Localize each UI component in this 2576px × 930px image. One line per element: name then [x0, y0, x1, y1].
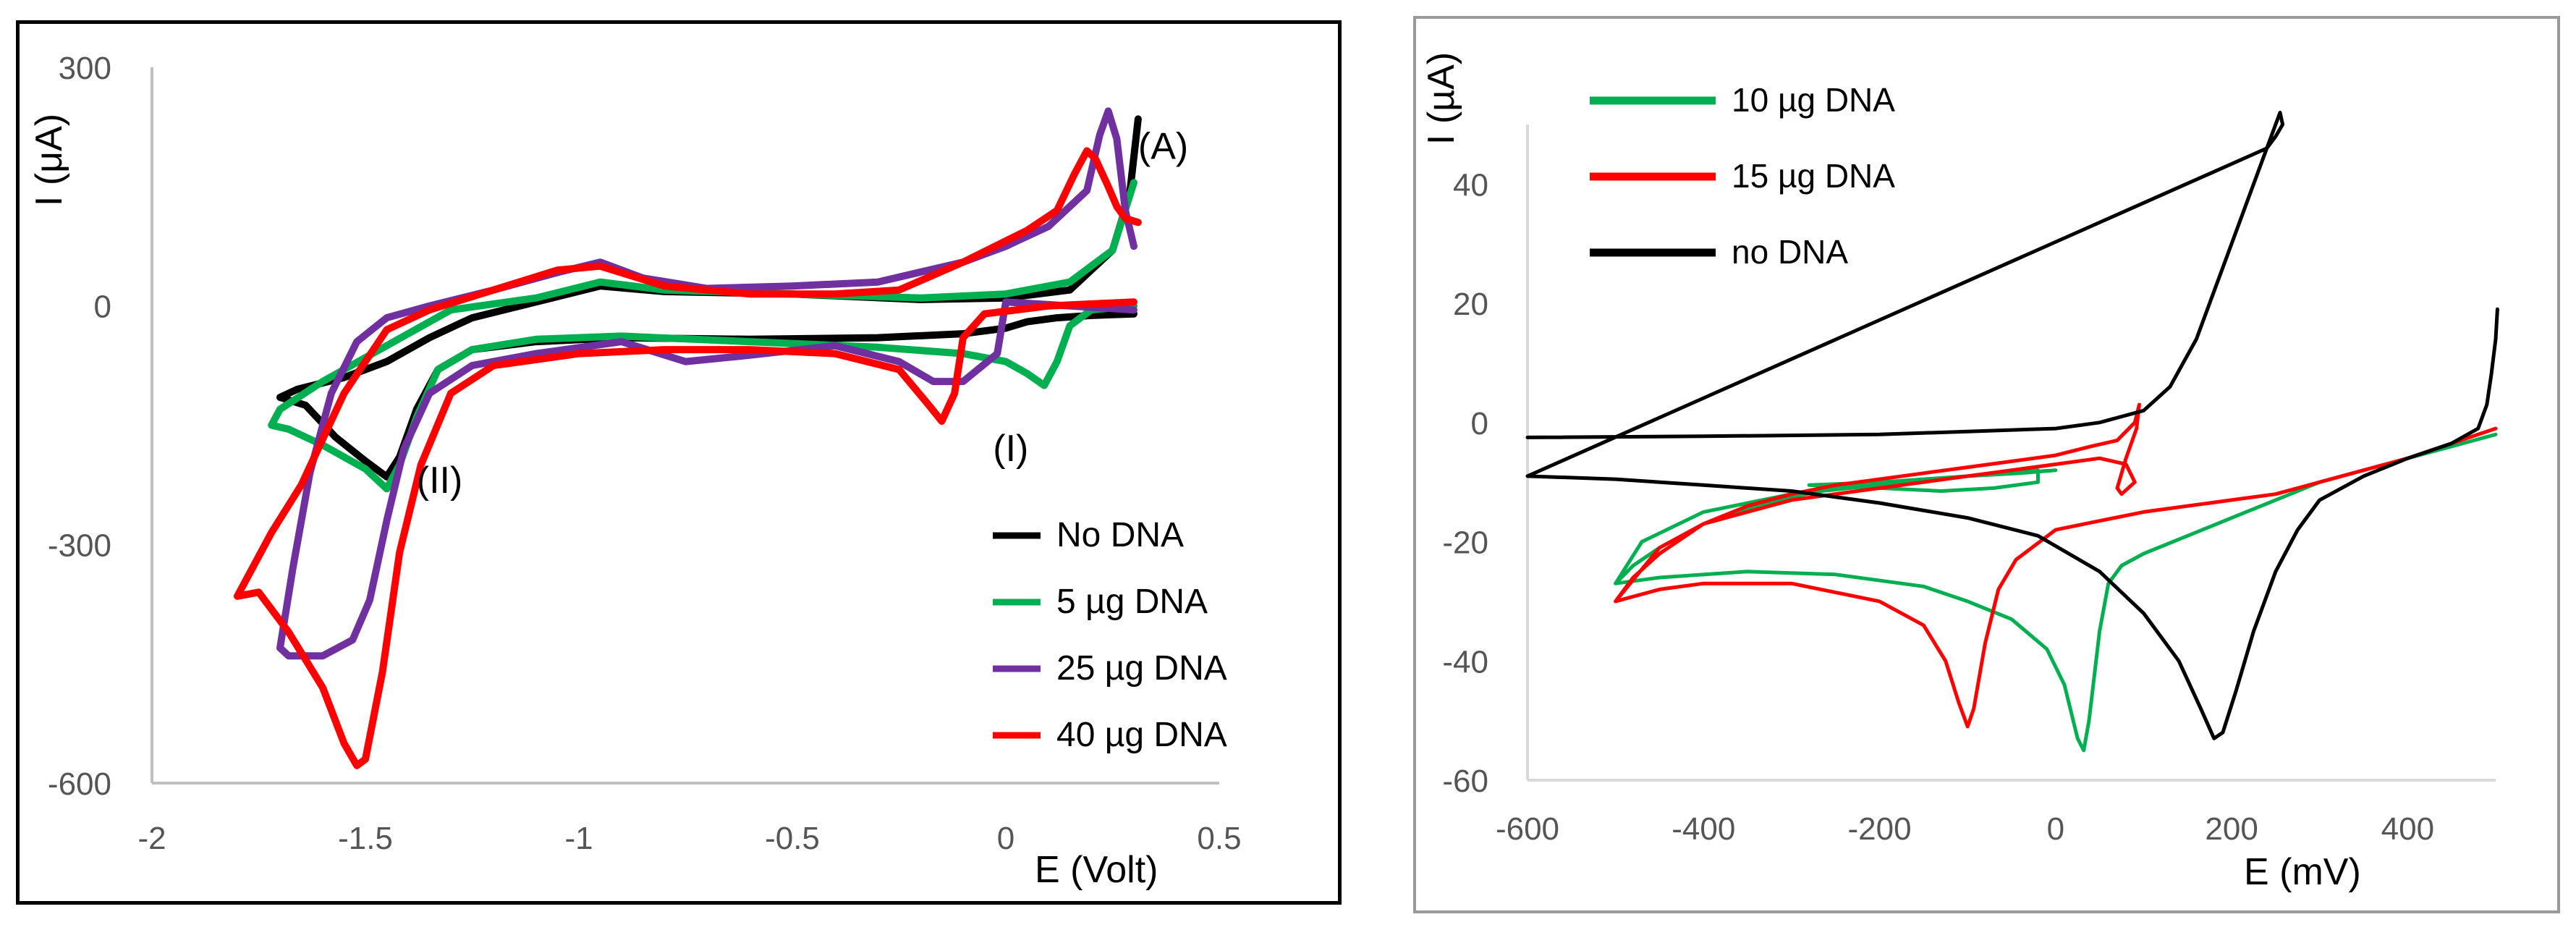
y-tick-label: -20 — [1442, 525, 1488, 561]
y-axis-title: I (µA) — [1420, 52, 1462, 145]
x-tick-label: 400 — [2381, 811, 2434, 847]
y-tick-label: -40 — [1442, 644, 1488, 680]
x-tick-label: 0 — [2047, 811, 2064, 847]
x-tick-label: -600 — [1496, 811, 1559, 847]
y-tick-label: -60 — [1442, 764, 1488, 799]
legend-label-no-dna: no DNA — [1732, 233, 1848, 271]
x-tick-label: -1 — [564, 821, 593, 856]
y-tick-label: 20 — [1453, 287, 1488, 322]
legend-label-15-g-dna: 15 µg DNA — [1732, 157, 1895, 195]
x-tick-label: 0.5 — [1197, 821, 1241, 856]
x-tick-label: -200 — [1848, 811, 1912, 847]
chart-panel-left: 300 0 -300 -600 -2 -1.5 -1 -0.5 0 0.5 E (Volt) I (μ… — [16, 20, 1342, 905]
legend-label-no-dna: No DNA — [1056, 516, 1184, 554]
y-axis-title: I (μA) — [28, 114, 70, 206]
series-line-10-g-dna — [1614, 432, 2498, 753]
series-line-15-g-dna — [1614, 402, 2498, 729]
x-tick-label: 0 — [997, 821, 1014, 856]
annotation-label: (II) — [417, 460, 463, 502]
y-tick-label: -300 — [48, 528, 111, 563]
series-line-25-g-dna — [276, 107, 1137, 660]
chart-panel-right: 40 20 0 -20 -40 -60 -600 -400 -200 0 200 400 E (mV) I… — [1413, 16, 2560, 913]
series-line-no-dna — [1525, 111, 2499, 740]
x-tick-label: -2 — [137, 821, 166, 856]
legend-label-40-g-dna: 40 µg DNA — [1056, 716, 1227, 754]
x-axis-title: E (Volt) — [1035, 849, 1158, 891]
annotation-label: (I) — [993, 428, 1028, 470]
x-axis-title: E (mV) — [2244, 851, 2361, 893]
legend: No DNA 5 µg DNA 25 µg DNA 40 µg DNA — [993, 516, 1227, 754]
y-tick-label: 0 — [1471, 406, 1488, 441]
x-tick-label: -1.5 — [338, 821, 393, 856]
y-tick-label: 40 — [1453, 167, 1488, 203]
y-tick-label: 0 — [94, 289, 111, 325]
annotation-label: (A) — [1138, 125, 1188, 167]
legend-label-5-g-dna: 5 µg DNA — [1056, 583, 1208, 621]
legend-label-25-g-dna: 25 µg DNA — [1056, 649, 1227, 688]
x-tick-label: 200 — [2205, 811, 2258, 847]
series-line-no-dna — [276, 115, 1142, 481]
x-tick-label: -400 — [1672, 811, 1735, 847]
cyclic-voltammogram-chart: 300 0 -300 -600 -2 -1.5 -1 -0.5 0 0.5 E (Volt) I (μ… — [28, 51, 1242, 891]
x-tick-label: -0.5 — [765, 821, 820, 856]
legend: 10 µg DNA 15 µg DNA no DNA — [1590, 81, 1895, 271]
legend-label-10-g-dna: 10 µg DNA — [1732, 81, 1895, 119]
y-tick-label: -600 — [48, 766, 111, 802]
y-tick-label: 300 — [59, 51, 111, 86]
series-line-40-g-dna — [234, 147, 1142, 769]
